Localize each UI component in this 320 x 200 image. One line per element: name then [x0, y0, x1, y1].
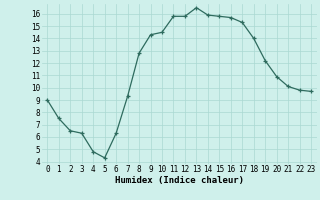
X-axis label: Humidex (Indice chaleur): Humidex (Indice chaleur) [115, 176, 244, 185]
